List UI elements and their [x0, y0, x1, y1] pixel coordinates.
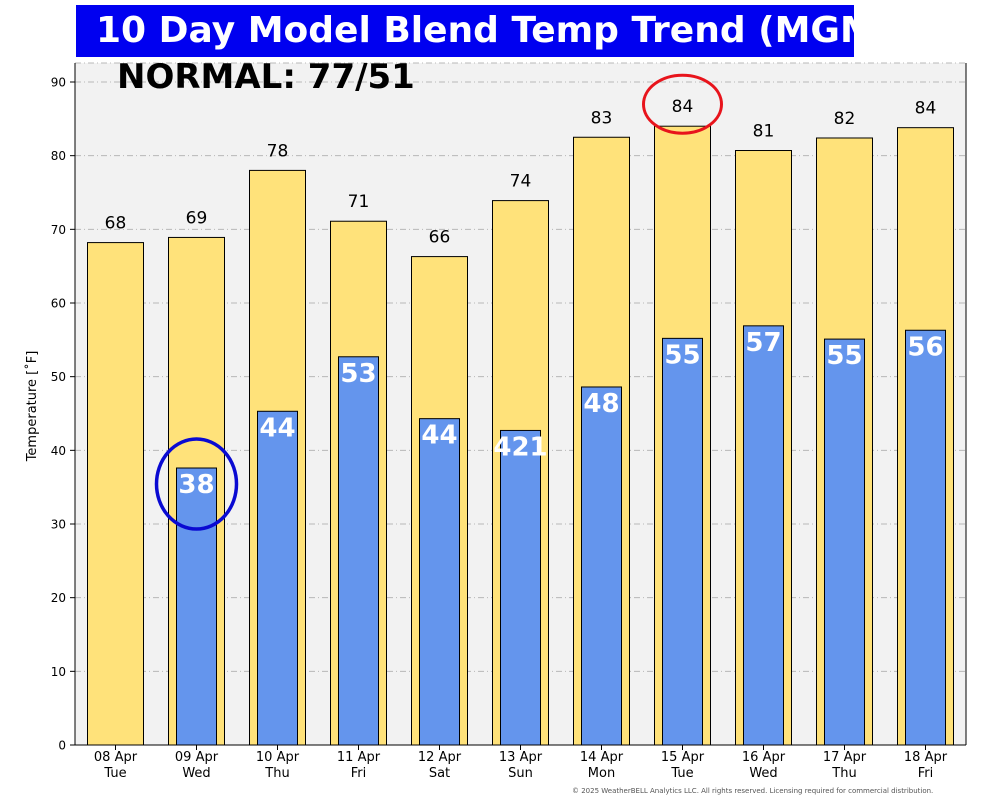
y-tick-label: 30	[51, 518, 66, 532]
low-temp-bar	[257, 410, 298, 746]
x-tick-day-label: Tue	[103, 766, 126, 781]
x-tick-day-label: Sat	[429, 766, 450, 781]
copyright-notice: © 2025 WeatherBELL Analytics LLC. All ri…	[572, 787, 934, 795]
low-temp-bar	[905, 329, 946, 746]
x-tick-day-label: Sun	[508, 766, 533, 781]
high-temp-label: 81	[753, 122, 775, 142]
y-tick-label: 60	[51, 297, 66, 311]
low-temp-label: 44	[259, 413, 295, 443]
low-temp-bar	[824, 338, 865, 746]
high-temp-label: 71	[348, 192, 370, 212]
low-temp-label: 55	[664, 340, 700, 370]
low-temp-label: 38	[178, 470, 214, 500]
x-tick-day-label: Thu	[831, 766, 856, 781]
x-tick-date-label: 14 Apr	[580, 750, 624, 765]
x-tick-day-label: Wed	[182, 766, 210, 781]
x-tick-day-label: Thu	[264, 766, 289, 781]
low-temp-label: 53	[340, 359, 376, 389]
high-temp-label: 69	[186, 208, 208, 228]
x-tick-date-label: 17 Apr	[823, 750, 867, 765]
high-temp-label: 74	[510, 172, 532, 192]
high-temp-label: 82	[834, 109, 856, 129]
low-temp-label: 48	[583, 389, 619, 419]
x-tick-date-label: 18 Apr	[904, 750, 948, 765]
x-tick-date-label: 16 Apr	[742, 750, 786, 765]
high-temp-label: 66	[429, 228, 451, 248]
y-axis-label: Temperature [˚F]	[24, 351, 40, 463]
y-tick-label: 50	[51, 370, 66, 384]
low-temp-label: 421	[493, 432, 547, 462]
y-tick-label: 40	[51, 444, 66, 458]
y-tick-label: 20	[51, 591, 66, 605]
x-tick-day-label: Mon	[588, 766, 615, 781]
x-tick-date-label: 12 Apr	[418, 750, 462, 765]
normal-temps-label: NORMAL: 77/51	[117, 57, 415, 97]
high-temp-label: 84	[672, 97, 694, 117]
high-temp-label: 68	[105, 214, 127, 234]
low-temp-bar	[662, 337, 703, 746]
low-temp-label: 57	[745, 328, 781, 358]
x-tick-date-label: 15 Apr	[661, 750, 705, 765]
x-tick-date-label: 13 Apr	[499, 750, 543, 765]
high-temp-label: 83	[591, 108, 613, 128]
low-temp-bar	[581, 386, 622, 746]
high-temp-label: 78	[267, 141, 289, 161]
x-tick-date-label: 09 Apr	[175, 750, 219, 765]
y-tick-label: 80	[51, 149, 66, 163]
low-temp-bar	[500, 429, 541, 746]
y-tick-label: 90	[51, 76, 66, 90]
x-tick-date-label: 08 Apr	[94, 750, 138, 765]
high-temp-bar	[87, 242, 144, 746]
x-tick-date-label: 10 Apr	[256, 750, 300, 765]
low-temp-bar	[743, 325, 784, 746]
plot-area: 0 10 20 30 40 50 60 70 80 90 68 69 78 71 66 74 83 84 81 82 8…	[51, 62, 967, 781]
low-temp-bar	[338, 356, 379, 746]
x-tick-day-label: Fri	[918, 766, 934, 781]
high-temp-label: 84	[915, 99, 937, 119]
x-tick-date-label: 11 Apr	[337, 750, 381, 765]
low-temp-bar	[419, 418, 460, 746]
x-tick-day-label: Tue	[670, 766, 693, 781]
low-temp-bar	[176, 467, 217, 746]
low-temp-label: 55	[826, 341, 862, 371]
chart-title-banner: 10 Day Model Blend Temp Trend (MGM)	[76, 5, 892, 57]
low-temp-label: 44	[421, 421, 457, 451]
y-tick-label: 10	[51, 665, 66, 679]
high-annotation-circle	[642, 73, 723, 135]
low-temp-label: 56	[907, 332, 943, 362]
y-tick-label: 0	[58, 739, 66, 753]
low-annotation-circle	[154, 437, 239, 531]
y-tick-label: 70	[51, 223, 66, 237]
x-tick-day-label: Fri	[351, 766, 367, 781]
x-tick-day-label: Wed	[749, 766, 777, 781]
